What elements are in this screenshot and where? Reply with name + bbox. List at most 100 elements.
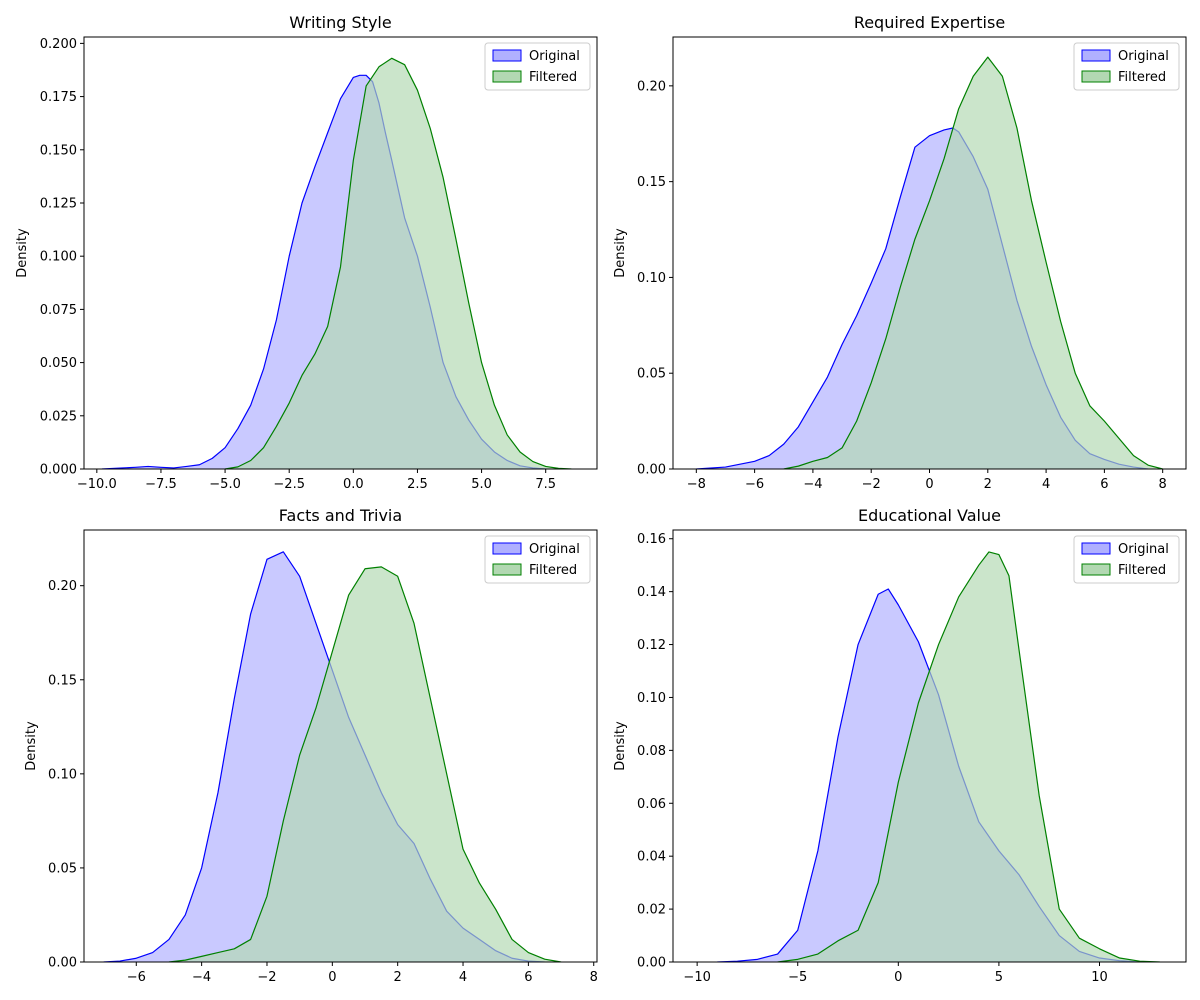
legend: Original Filtered bbox=[484, 42, 591, 91]
x-tick-label: −5.0 bbox=[209, 477, 241, 492]
legend-swatch-filtered bbox=[1081, 70, 1111, 83]
y-tick-label: 0.10 bbox=[637, 691, 666, 706]
y-tick-label: 0.00 bbox=[637, 956, 666, 971]
x-tick-label: −5 bbox=[788, 970, 807, 985]
y-tick-label: 0.08 bbox=[637, 744, 666, 759]
x-tick-label: 0 bbox=[894, 970, 902, 985]
x-tick-label: 6 bbox=[1100, 477, 1108, 492]
density-line-filtered bbox=[783, 56, 1163, 469]
legend-swatch-filtered bbox=[492, 70, 522, 83]
chart-title: Facts and Trivia bbox=[279, 506, 402, 525]
plot-area bbox=[103, 551, 562, 962]
x-tick-label: −4 bbox=[192, 970, 211, 985]
chart-panel-2: −8 −6 −4 −2 0 2 4 6 8 0.00 0.05 0.10 0.15 0.20 Require… bbox=[613, 13, 1187, 492]
x-tick-label: −6 bbox=[745, 477, 764, 492]
y-tick-label: 0.16 bbox=[637, 532, 666, 547]
density-area-filtered bbox=[225, 58, 572, 469]
y-tick-label: 0.20 bbox=[48, 579, 77, 594]
x-tick-label: 0 bbox=[925, 477, 933, 492]
density-area-filtered bbox=[783, 57, 1163, 469]
y-tick-label: 0.05 bbox=[48, 861, 77, 876]
y-tick-label: 0.12 bbox=[637, 638, 666, 653]
axes-frame bbox=[83, 36, 598, 470]
legend-label-original: Original bbox=[1118, 49, 1169, 64]
y-tick-label: 0.02 bbox=[637, 903, 666, 918]
legend-label-original: Original bbox=[529, 49, 580, 64]
y-tick-label: 0.150 bbox=[40, 143, 77, 158]
x-tick-label: −10 bbox=[683, 970, 710, 985]
legend-swatch-original bbox=[492, 49, 522, 62]
y-tick-label: 0.06 bbox=[637, 797, 666, 812]
chart-title: Required Expertise bbox=[854, 13, 1005, 32]
density-line-filtered bbox=[777, 551, 1160, 962]
legend-swatch-filtered bbox=[492, 563, 522, 576]
legend-label-filtered: Filtered bbox=[1118, 563, 1166, 578]
density-line-filtered bbox=[168, 566, 562, 962]
y-tick-label: 0.04 bbox=[637, 850, 666, 865]
chart-panel-3: −6 −4 −2 0 2 4 6 8 0.00 0.05 0.10 0.15 0.20 Facts and… bbox=[24, 506, 598, 985]
y-tick-label: 0.14 bbox=[637, 585, 666, 600]
density-area-filtered bbox=[168, 566, 562, 962]
density-area-filtered bbox=[777, 551, 1160, 962]
x-tick-label: 0 bbox=[328, 970, 336, 985]
y-axis-label: Density bbox=[613, 721, 628, 771]
y-tick-label: 0.20 bbox=[637, 79, 666, 94]
x-tick-label: −2.5 bbox=[273, 477, 305, 492]
y-tick-label: 0.175 bbox=[40, 90, 77, 105]
y-tick-label: 0.10 bbox=[637, 271, 666, 286]
plot-area bbox=[101, 57, 572, 469]
legend-label-filtered: Filtered bbox=[1118, 70, 1166, 85]
x-tick-label: −2 bbox=[862, 477, 881, 492]
x-tick-label: 2.5 bbox=[407, 477, 428, 492]
y-tick-label: 0.00 bbox=[637, 463, 666, 478]
x-tick-label: 5.0 bbox=[471, 477, 492, 492]
x-tick-label: −6 bbox=[127, 970, 146, 985]
x-tick-label: 0.0 bbox=[343, 477, 364, 492]
legend-swatch-filtered bbox=[1081, 563, 1111, 576]
y-tick-label: 0.05 bbox=[637, 367, 666, 382]
legend: Original Filtered bbox=[1073, 535, 1180, 584]
y-tick-label: 0.100 bbox=[40, 250, 77, 265]
x-tick-label: −7.5 bbox=[145, 477, 177, 492]
x-tick-label: −2 bbox=[257, 970, 276, 985]
x-tick-label: 4 bbox=[1042, 477, 1050, 492]
y-tick-label: 0.200 bbox=[40, 37, 77, 52]
legend-label-filtered: Filtered bbox=[529, 70, 577, 85]
x-tick-label: 5 bbox=[995, 970, 1003, 985]
y-tick-label: 0.125 bbox=[40, 196, 77, 211]
x-tick-label: 4 bbox=[459, 970, 467, 985]
y-tick-label: 0.00 bbox=[48, 956, 77, 971]
legend-swatch-original bbox=[1081, 542, 1111, 555]
x-tick-label: 6 bbox=[524, 970, 532, 985]
chart-title: Educational Value bbox=[858, 506, 1001, 525]
y-tick-label: 0.000 bbox=[40, 463, 77, 478]
x-tick-label: 10 bbox=[1091, 970, 1108, 985]
y-tick-label: 0.15 bbox=[637, 175, 666, 190]
axes-frame bbox=[672, 529, 1187, 963]
x-tick-label: −10.0 bbox=[77, 477, 117, 492]
y-axis-label: Density bbox=[15, 228, 30, 278]
legend-label-original: Original bbox=[1118, 542, 1169, 557]
axes-frame bbox=[83, 529, 598, 963]
plot-area bbox=[696, 56, 1163, 469]
x-tick-label: 7.5 bbox=[535, 477, 556, 492]
y-axis-label: Density bbox=[613, 228, 628, 278]
x-tick-label: −8 bbox=[687, 477, 706, 492]
x-tick-label: 2 bbox=[394, 970, 402, 985]
legend-swatch-original bbox=[1081, 49, 1111, 62]
x-tick-label: 2 bbox=[984, 477, 992, 492]
legend-swatch-original bbox=[492, 542, 522, 555]
y-axis-label: Density bbox=[24, 721, 39, 771]
chart-panel-1: −10.0 −7.5 −5.0 −2.5 0.0 2.5 5.0 7.5 0.000 0.025 0… bbox=[15, 13, 598, 492]
legend-label-original: Original bbox=[529, 542, 580, 557]
plot-area bbox=[717, 551, 1160, 962]
chart-title: Writing Style bbox=[289, 13, 391, 32]
x-tick-label: 8 bbox=[1159, 477, 1167, 492]
legend: Original Filtered bbox=[484, 535, 591, 584]
legend: Original Filtered bbox=[1073, 42, 1180, 91]
y-tick-label: 0.025 bbox=[40, 409, 77, 424]
y-tick-label: 0.15 bbox=[48, 673, 77, 688]
legend-label-filtered: Filtered bbox=[529, 563, 577, 578]
x-tick-label: −4 bbox=[803, 477, 822, 492]
